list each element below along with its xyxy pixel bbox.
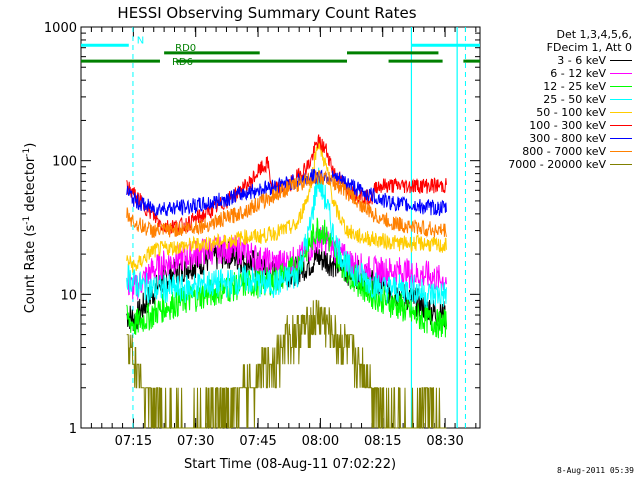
series-line [126, 167, 447, 309]
legend-label: 800 - 7000 keV [522, 145, 606, 158]
legend-label: 300 - 800 keV [529, 132, 606, 145]
legend-header-line: Det 1,3,4,5,6, [556, 28, 632, 41]
legend-entry: 100 - 300 keV [486, 119, 632, 132]
mode-bar-label: N [137, 35, 144, 46]
legend-label: 50 - 100 keV [536, 106, 606, 119]
legend-entry: 6 - 12 keV [486, 67, 632, 80]
mode-bar-label: RD6 [172, 57, 193, 68]
legend-label: 6 - 12 keV [550, 67, 606, 80]
chart-title: HESSI Observing Summary Count Rates [117, 4, 416, 22]
legend-entry: 800 - 7000 keV [486, 145, 632, 158]
y-tick-label: 1000 [44, 21, 77, 36]
legend-swatch [610, 164, 632, 165]
legend-label: 12 - 25 keV [543, 80, 606, 93]
legend-label: 100 - 300 keV [529, 119, 606, 132]
mode-bar-label: RD0 [175, 43, 196, 54]
timestamp: 8-Aug-2011 05:39 [556, 466, 634, 475]
x-tick-label: 07:15 [115, 434, 152, 449]
legend-swatch [610, 60, 632, 61]
legend-swatch [610, 86, 632, 87]
legend: Det 1,3,4,5,6, FDecim 1, Att 0 3 - 6 keV… [486, 28, 632, 171]
legend-swatch [610, 99, 632, 100]
x-tick-label: 08:00 [302, 434, 339, 449]
x-axis-label: Start Time (08-Aug-11 07:02:22) [184, 457, 396, 472]
legend-label: 7000 - 20000 keV [508, 158, 606, 171]
legend-header-line: FDecim 1, Att 0 [546, 41, 632, 54]
series-line [126, 140, 447, 273]
y-axis-label: Count Rate (s-1 detector-1) [22, 143, 38, 314]
x-tick-label: 08:15 [364, 434, 401, 449]
legend-swatch [610, 73, 632, 74]
x-tick-label: 07:45 [239, 434, 276, 449]
y-tick-label: 1 [69, 422, 77, 437]
legend-entry: 300 - 800 keV [486, 132, 632, 145]
y-tick-label: 100 [52, 155, 77, 170]
legend-entry: 50 - 100 keV [486, 106, 632, 119]
series-line [126, 169, 447, 238]
legend-entry: 3 - 6 keV [486, 54, 632, 67]
plot-frame [80, 26, 481, 429]
x-tick-label: 07:30 [177, 434, 214, 449]
legend-entry: 12 - 25 keV [486, 80, 632, 93]
legend-swatch [610, 138, 632, 139]
legend-swatch [610, 125, 632, 126]
y-tick-label: 10 [60, 288, 77, 303]
series-line [126, 299, 447, 429]
legend-label: 3 - 6 keV [557, 54, 606, 67]
legend-swatch [610, 112, 632, 113]
legend-swatch [610, 151, 632, 152]
legend-entry: 7000 - 20000 keV [486, 158, 632, 171]
legend-label: 25 - 50 keV [543, 93, 606, 106]
x-tick-label: 08:30 [426, 434, 463, 449]
series-line [126, 168, 447, 217]
series-group [126, 134, 447, 429]
axes: 1 10 100 1000 07:15 07:30 07:45 08:00 08:15 08:30 [44, 21, 481, 449]
legend-entry: 25 - 50 keV [486, 93, 632, 106]
